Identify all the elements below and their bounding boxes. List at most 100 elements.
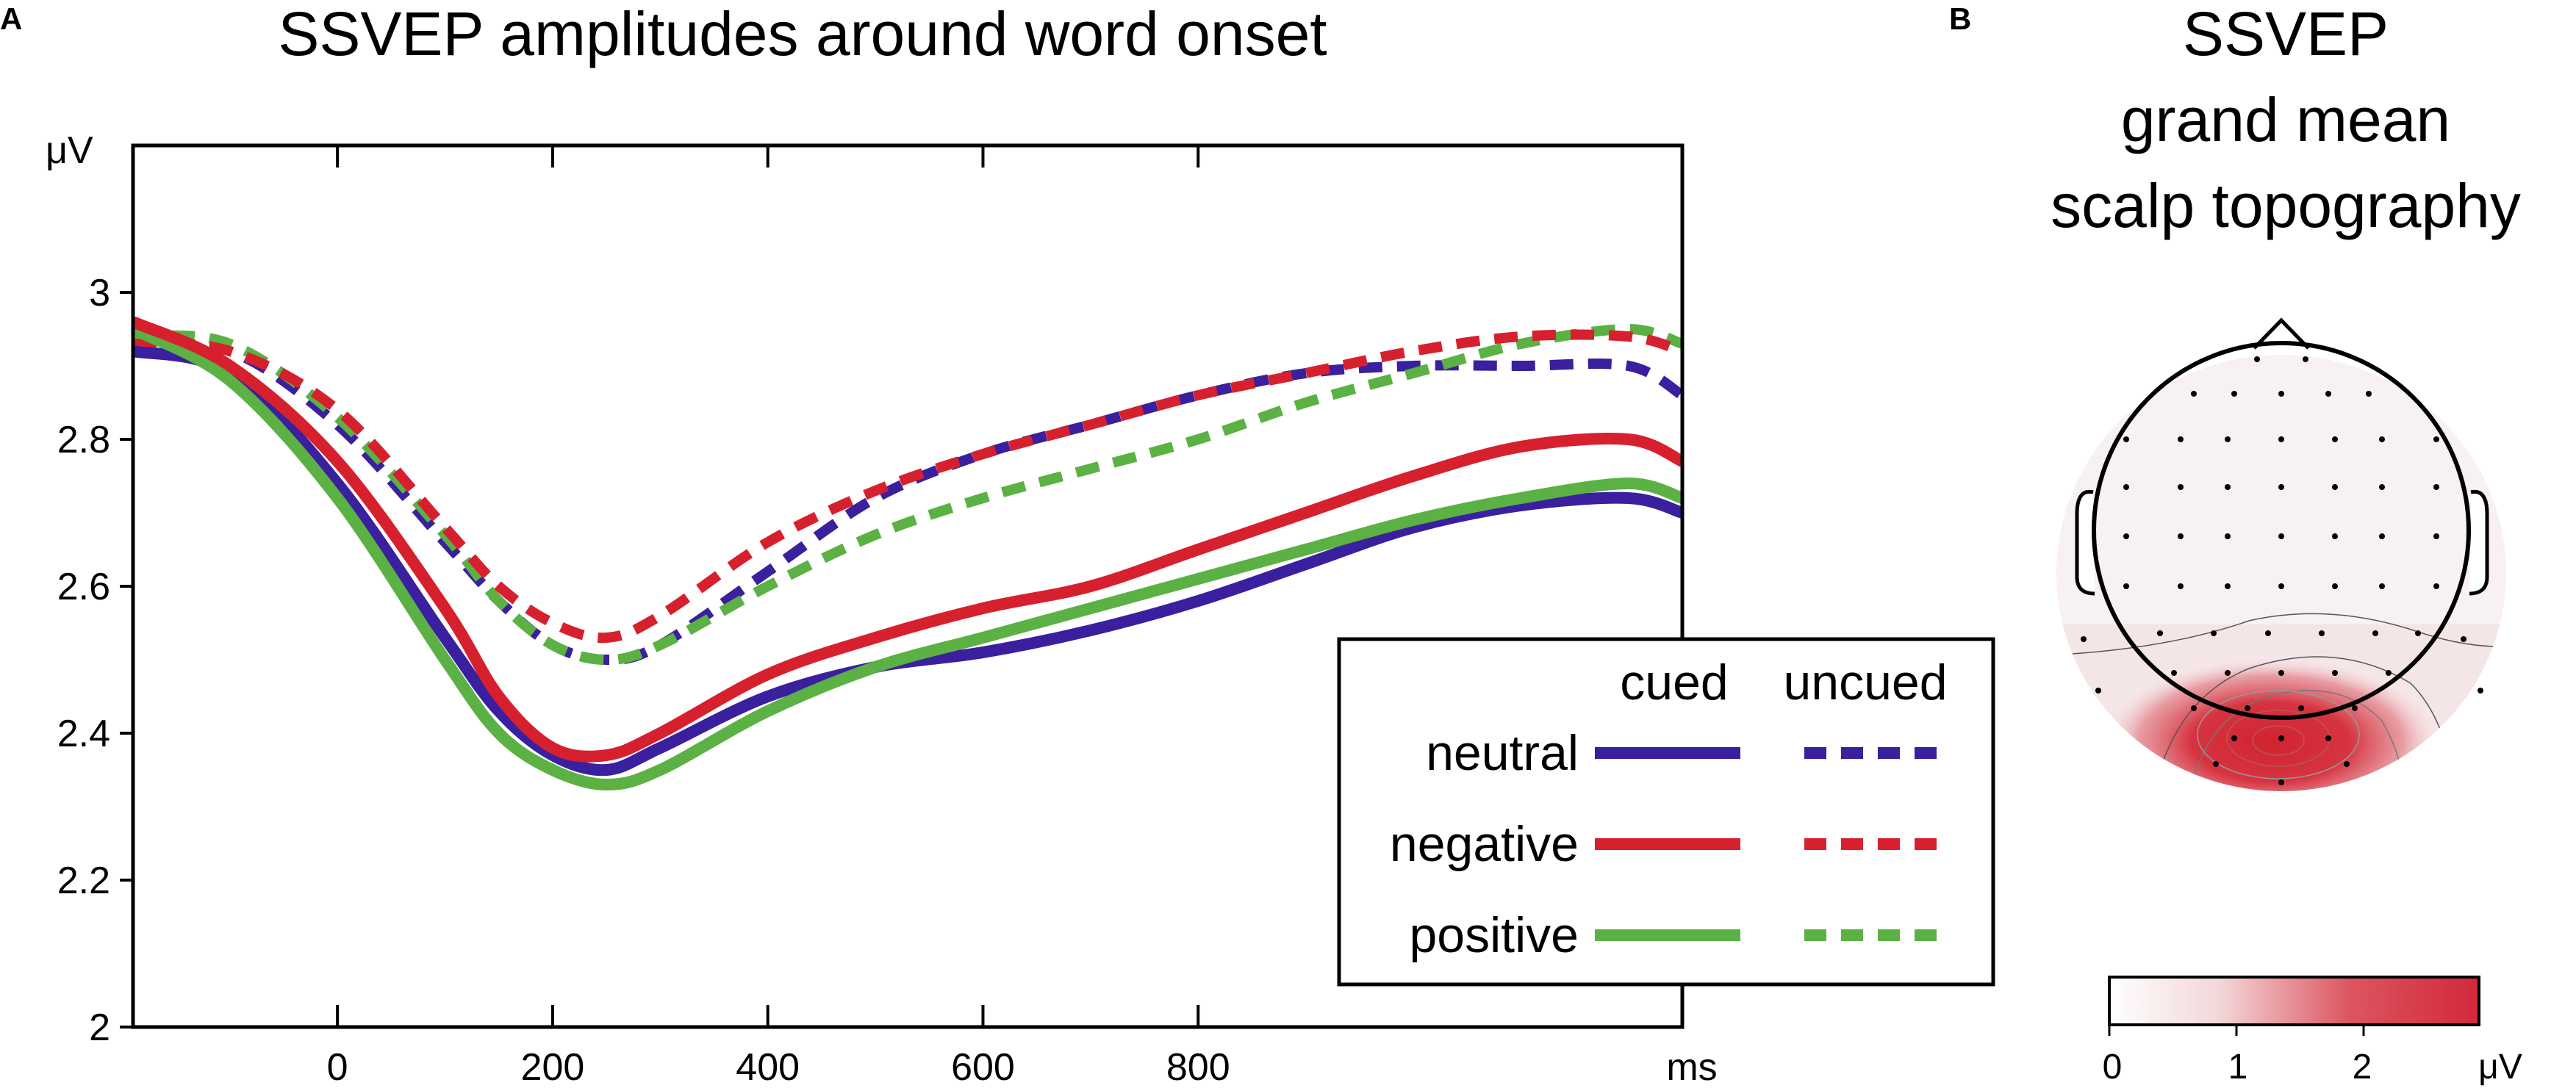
- electrode-dot: [2171, 670, 2177, 676]
- electrode-dot: [2415, 630, 2421, 636]
- y-tick-label: 2.6: [57, 566, 110, 608]
- head-left-ear: [2075, 489, 2095, 596]
- x-axis-ticks: 0 200 400 600 800: [327, 145, 1230, 1088]
- electrode-dot: [2332, 533, 2338, 539]
- plot-frame: [131, 143, 1685, 1029]
- electrode-dot: [2231, 391, 2237, 397]
- legend-header-cued: cued: [1620, 655, 1728, 710]
- colorbar-tick-label-0: 0: [2103, 1048, 2123, 1087]
- topo-title-line-1: SSVEP: [2183, 0, 2389, 68]
- panel-b-letter: B: [1949, 1, 1971, 36]
- electrode-dot: [2245, 705, 2250, 711]
- electrode-dot: [2278, 735, 2284, 741]
- topo-title-line-2: grand mean: [2121, 85, 2450, 154]
- x-tick-label: 600: [951, 1046, 1015, 1088]
- legend-label-positive: positive: [1409, 907, 1579, 963]
- electrode-dot: [2231, 735, 2237, 741]
- topo-contour: [2189, 690, 2404, 791]
- electrode-dot: [2344, 761, 2350, 767]
- electrode-dot: [2225, 436, 2231, 442]
- series-line-negative-uncued: [133, 329, 1682, 644]
- topo-contour: [2252, 725, 2305, 756]
- y-tick-label: 2: [89, 1006, 110, 1049]
- electrode-dot: [2366, 391, 2372, 397]
- head-outline: [2092, 341, 2471, 720]
- legend-label-negative: negative: [1390, 816, 1579, 872]
- electrode-dot: [2178, 436, 2184, 442]
- electrode-dot: [2178, 583, 2184, 589]
- y-unit-label: μV: [46, 129, 93, 172]
- electrode-dot: [2157, 630, 2163, 636]
- electrode-dot: [2478, 688, 2483, 693]
- electrode-dot: [2325, 735, 2331, 741]
- x-unit-label: ms: [1666, 1046, 1717, 1088]
- head-nose: [2253, 317, 2310, 350]
- electrode-dot: [2379, 583, 2385, 589]
- electrode-dot: [2211, 630, 2217, 636]
- x-tick-label: 0: [327, 1046, 348, 1088]
- electrode-dot: [2379, 533, 2385, 539]
- electrode-dot: [2178, 484, 2184, 490]
- electrode-dot: [2386, 670, 2392, 676]
- electrode-dot: [2433, 583, 2439, 589]
- electrode-dot: [2379, 484, 2385, 490]
- electrode-dot: [2332, 583, 2338, 589]
- colorbar-unit: μV: [2478, 1048, 2522, 1087]
- electrode-dot: [2225, 583, 2231, 589]
- electrode-dot: [2225, 533, 2231, 539]
- electrode-dot: [2433, 533, 2439, 539]
- x-tick-label: 200: [521, 1046, 585, 1088]
- series-line-neutral-cued: [133, 345, 1682, 777]
- x-tick-label: 400: [736, 1046, 800, 1088]
- y-tick-label: 2.4: [57, 713, 110, 755]
- electrode-dot: [2278, 533, 2284, 539]
- colorbar-tick-label-1: 1: [2228, 1048, 2248, 1087]
- y-tick-label: 2.8: [57, 419, 110, 461]
- electrode-dot: [2278, 484, 2284, 490]
- y-tick-label: 2.2: [57, 860, 110, 902]
- electrode-dot: [2433, 436, 2439, 442]
- electrode-dot: [2372, 630, 2378, 636]
- topo-contour: [2072, 613, 2500, 655]
- electrode-dot: [2225, 670, 2231, 676]
- legend-label-neutral: neutral: [1426, 725, 1579, 781]
- head-right-ear: [2469, 489, 2489, 596]
- electrode-dot: [2433, 484, 2439, 490]
- electrode-dot: [2319, 630, 2325, 636]
- electrode-dot: [2332, 436, 2338, 442]
- electrode-dot: [2278, 670, 2284, 676]
- legend-swatches: [1595, 747, 1940, 941]
- electrode-dot: [2123, 583, 2129, 589]
- series-lines: [133, 316, 1682, 790]
- panel-a-letter: A: [0, 1, 22, 36]
- topo-title-line-3: scalp topography: [2051, 171, 2521, 240]
- scalp-topography: [2056, 317, 2506, 791]
- electrode-dot: [2352, 705, 2358, 711]
- series-line-neutral-uncued: [133, 340, 1682, 665]
- legend-header-uncued: uncued: [1783, 655, 1947, 710]
- colorbar-gradient: [2108, 976, 2480, 1026]
- y-axis-ticks: 2 2.2 2.4 2.6 2.8 3: [57, 272, 133, 1049]
- chart-title: SSVEP amplitudes around word onset: [278, 0, 1327, 68]
- electrode-dot: [2303, 356, 2308, 362]
- electrode-dot: [2081, 636, 2087, 642]
- legend: cued uncued neutral negative positive: [1337, 637, 1995, 987]
- electrode-dot: [2191, 391, 2197, 397]
- electrode-dot: [2298, 705, 2304, 711]
- electrode-dot: [2278, 436, 2284, 442]
- electrode-dot: [2225, 484, 2231, 490]
- electrode-dot: [2191, 705, 2197, 711]
- electrode-dot: [2178, 533, 2184, 539]
- electrode-dot: [2332, 670, 2338, 676]
- y-tick-label: 3: [89, 272, 110, 314]
- electrode-dot: [2278, 583, 2284, 589]
- topo-contour: [2153, 656, 2455, 791]
- electrode-dot: [2095, 688, 2101, 693]
- series-line-positive-cued: [133, 323, 1682, 790]
- colorbar-tick-label-2: 2: [2353, 1048, 2372, 1087]
- electrode-dot: [2213, 761, 2219, 767]
- electrode-dot: [2278, 779, 2284, 785]
- x-tick-label: 800: [1166, 1046, 1230, 1088]
- electrode-dot: [2379, 436, 2385, 442]
- electrode-grid: [2081, 356, 2483, 785]
